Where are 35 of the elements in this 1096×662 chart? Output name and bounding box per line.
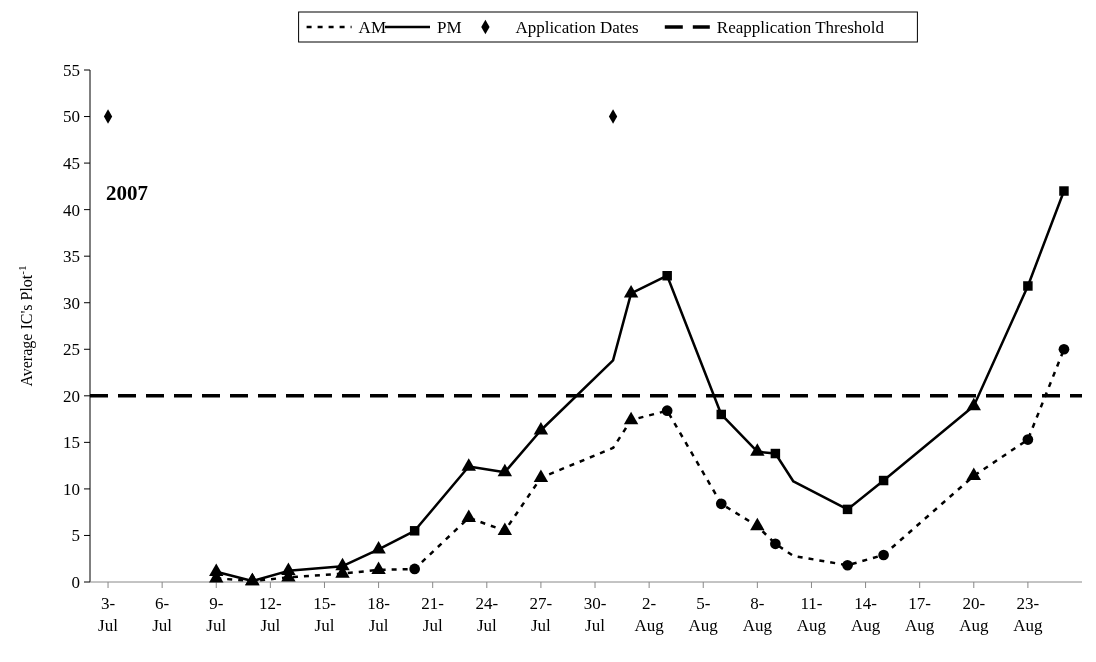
x-tick-label: 21- Jul xyxy=(421,594,445,635)
x-tick-label: 27- Jul xyxy=(529,594,553,635)
legend-label: Reapplication Threshold xyxy=(716,17,885,37)
x-tick-label: 15- Jul xyxy=(313,594,337,635)
legend-label: Application Dates xyxy=(515,17,639,37)
annotation: 2007 xyxy=(106,181,148,205)
x-tick-label: 8- Aug xyxy=(742,594,773,635)
y-tick-label: 50 xyxy=(63,107,80,127)
x-tick-label: 23- Aug xyxy=(1013,594,1044,635)
x-tick-label: 17- Aug xyxy=(905,594,935,635)
x-tick-label: 12- Jul xyxy=(259,594,283,635)
x-tick-label: 5- Aug xyxy=(688,594,719,635)
y-tick-label: 10 xyxy=(63,479,80,499)
x-tick-label: 6- Jul xyxy=(152,594,173,635)
x-tick-label: 24- Jul xyxy=(475,594,499,635)
y-tick-label: 0 xyxy=(71,572,80,592)
x-tick-label: 11- Aug xyxy=(796,594,827,635)
x-tick-label: 14- Aug xyxy=(850,594,881,635)
x-tick-label: 30- Jul xyxy=(583,594,607,635)
x-tick-label: 3- Jul xyxy=(98,594,119,635)
x-tick-label: 20- Aug xyxy=(959,594,989,635)
y-tick-label: 30 xyxy=(63,293,80,313)
y-tick-label: 20 xyxy=(63,386,80,406)
x-tick-label: 2- Aug xyxy=(634,594,665,635)
y-tick-label: 25 xyxy=(63,340,80,360)
y-tick-label: 15 xyxy=(63,433,80,453)
y-tick-label: 5 xyxy=(71,526,80,546)
y-tick-label: 55 xyxy=(63,60,80,80)
y-tick-label: 45 xyxy=(63,154,80,174)
y-tick-label: 35 xyxy=(63,247,80,267)
x-tick-label: 18- Jul xyxy=(367,594,391,635)
y-tick-label: 40 xyxy=(63,200,80,220)
legend-label: PM xyxy=(437,17,462,37)
legend-label: AM xyxy=(358,17,387,37)
x-tick-label: 9- Jul xyxy=(206,594,227,635)
